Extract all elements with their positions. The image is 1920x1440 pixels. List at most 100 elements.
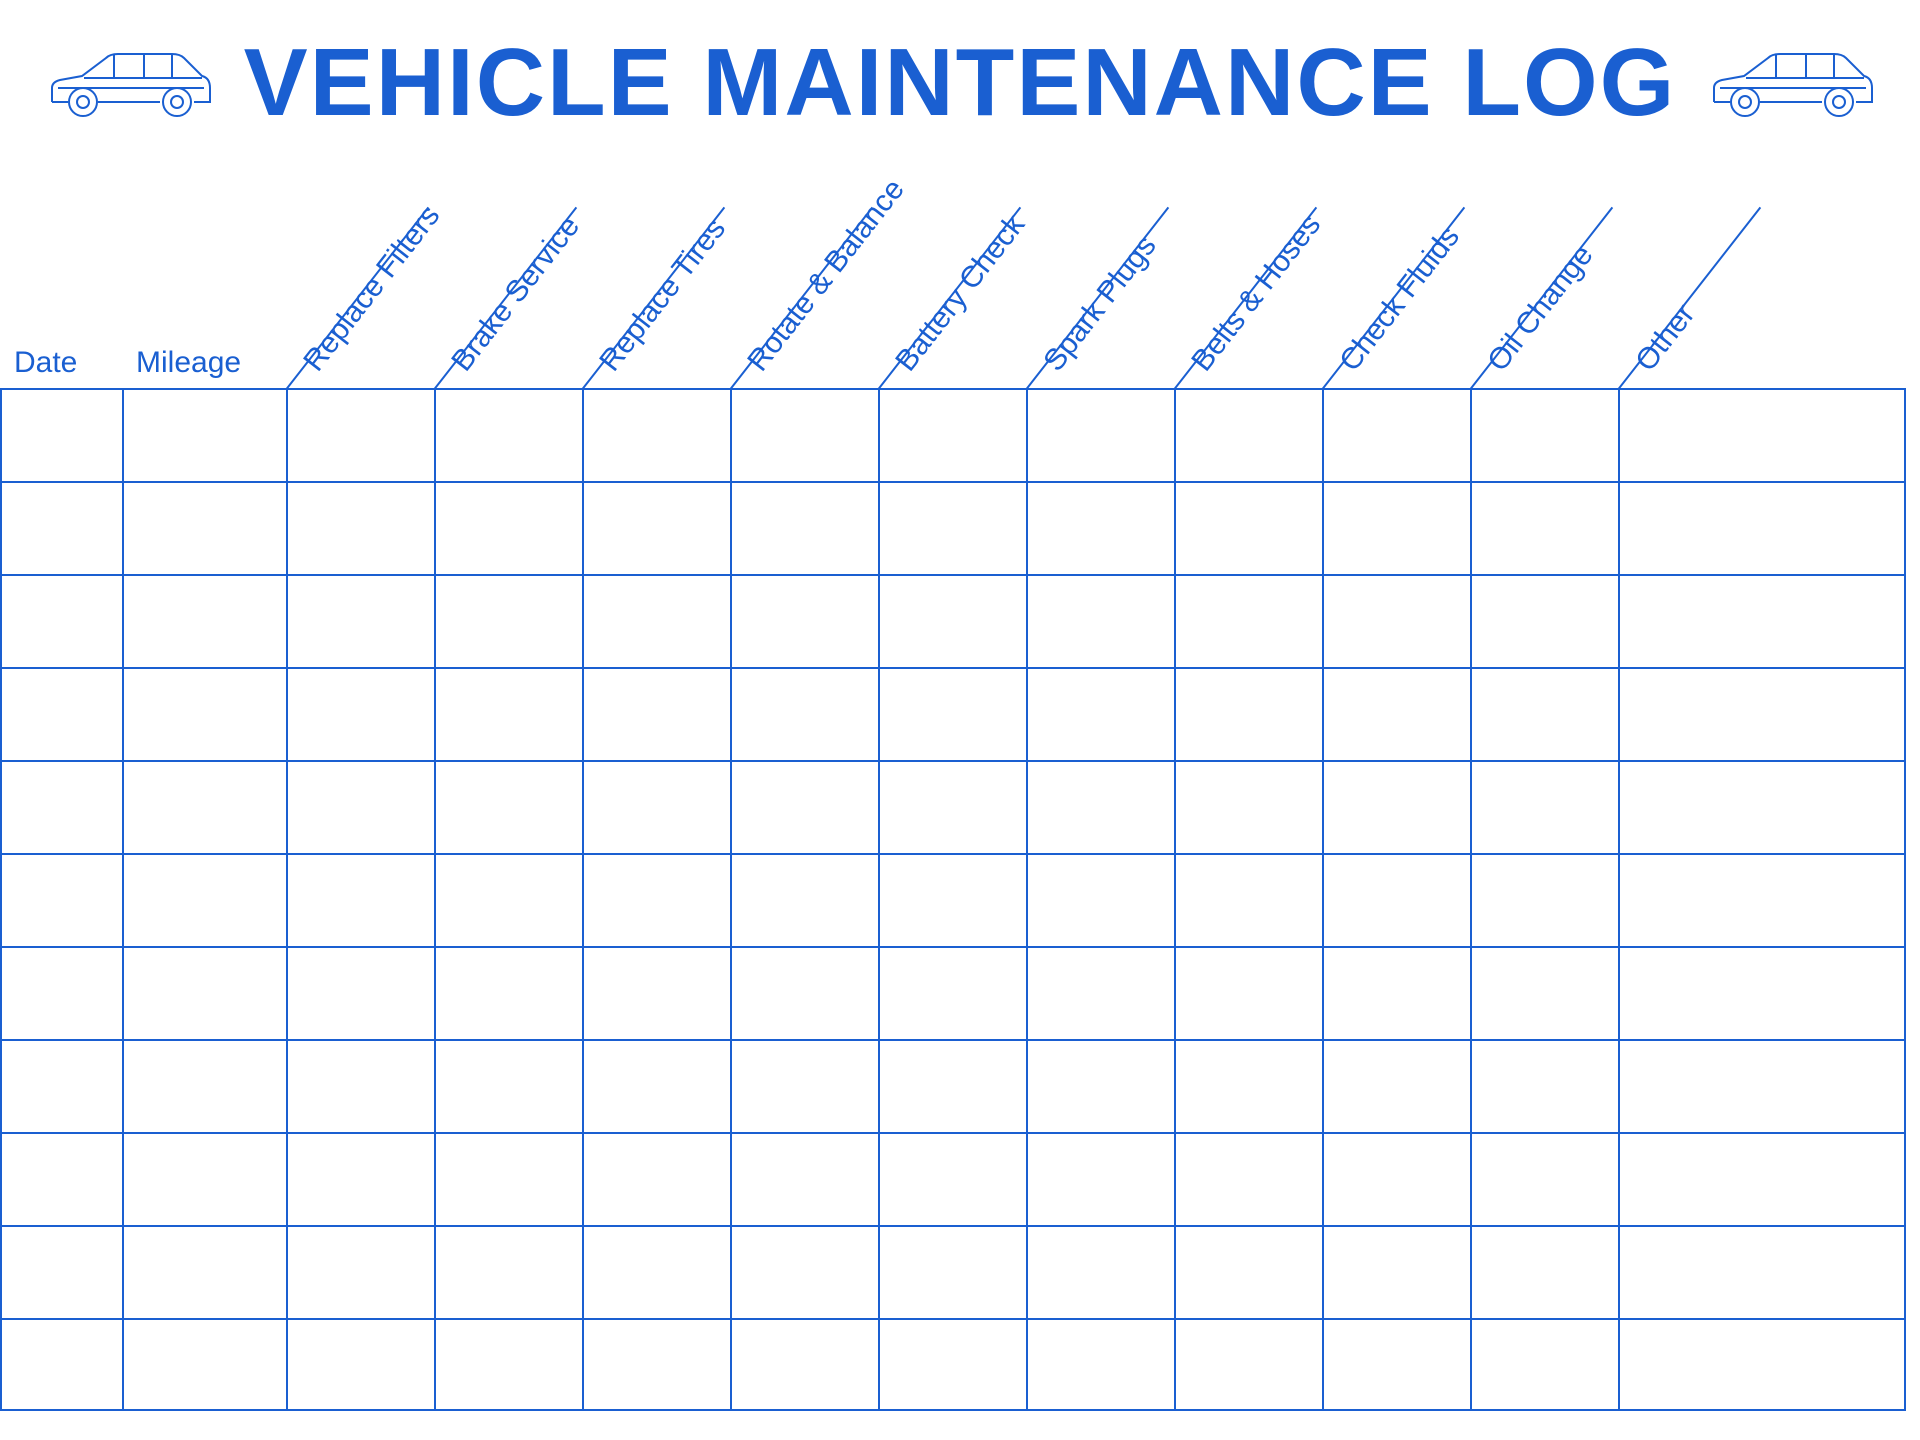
cell-date[interactable] bbox=[0, 1318, 122, 1411]
cell-other[interactable] bbox=[1618, 1132, 1906, 1225]
cell-filters[interactable] bbox=[286, 1132, 434, 1225]
cell-belts[interactable] bbox=[1174, 388, 1322, 481]
cell-brake[interactable] bbox=[434, 853, 582, 946]
cell-brake[interactable] bbox=[434, 946, 582, 1039]
cell-filters[interactable] bbox=[286, 1039, 434, 1132]
cell-belts[interactable] bbox=[1174, 1318, 1322, 1411]
cell-spark[interactable] bbox=[1026, 760, 1174, 853]
cell-brake[interactable] bbox=[434, 1318, 582, 1411]
cell-belts[interactable] bbox=[1174, 853, 1322, 946]
cell-filters[interactable] bbox=[286, 388, 434, 481]
cell-tires[interactable] bbox=[582, 667, 730, 760]
cell-oil[interactable] bbox=[1470, 574, 1618, 667]
cell-mileage[interactable] bbox=[122, 481, 268, 574]
cell-other[interactable] bbox=[1618, 1318, 1906, 1411]
cell-fluids[interactable] bbox=[1322, 1318, 1470, 1411]
cell-other[interactable] bbox=[1618, 853, 1906, 946]
cell-spark[interactable] bbox=[1026, 574, 1174, 667]
cell-tires[interactable] bbox=[582, 760, 730, 853]
cell-tires[interactable] bbox=[582, 853, 730, 946]
cell-rotate[interactable] bbox=[730, 388, 878, 481]
cell-oil[interactable] bbox=[1470, 667, 1618, 760]
cell-belts[interactable] bbox=[1174, 1132, 1322, 1225]
cell-oil[interactable] bbox=[1470, 481, 1618, 574]
cell-fluids[interactable] bbox=[1322, 1225, 1470, 1318]
cell-filters[interactable] bbox=[286, 1318, 434, 1411]
cell-spark[interactable] bbox=[1026, 1318, 1174, 1411]
cell-fluids[interactable] bbox=[1322, 667, 1470, 760]
cell-battery[interactable] bbox=[878, 1225, 1026, 1318]
cell-gap[interactable] bbox=[268, 853, 286, 946]
cell-gap[interactable] bbox=[268, 667, 286, 760]
cell-fluids[interactable] bbox=[1322, 1039, 1470, 1132]
cell-date[interactable] bbox=[0, 574, 122, 667]
cell-oil[interactable] bbox=[1470, 1318, 1618, 1411]
cell-oil[interactable] bbox=[1470, 1132, 1618, 1225]
cell-rotate[interactable] bbox=[730, 1318, 878, 1411]
cell-rotate[interactable] bbox=[730, 853, 878, 946]
cell-mileage[interactable] bbox=[122, 946, 268, 1039]
cell-belts[interactable] bbox=[1174, 946, 1322, 1039]
cell-date[interactable] bbox=[0, 946, 122, 1039]
cell-battery[interactable] bbox=[878, 853, 1026, 946]
cell-mileage[interactable] bbox=[122, 1225, 268, 1318]
cell-belts[interactable] bbox=[1174, 574, 1322, 667]
cell-tires[interactable] bbox=[582, 1225, 730, 1318]
cell-gap[interactable] bbox=[268, 1132, 286, 1225]
cell-filters[interactable] bbox=[286, 481, 434, 574]
cell-oil[interactable] bbox=[1470, 760, 1618, 853]
cell-filters[interactable] bbox=[286, 760, 434, 853]
cell-date[interactable] bbox=[0, 388, 122, 481]
cell-other[interactable] bbox=[1618, 481, 1906, 574]
cell-other[interactable] bbox=[1618, 760, 1906, 853]
cell-belts[interactable] bbox=[1174, 667, 1322, 760]
cell-tires[interactable] bbox=[582, 1318, 730, 1411]
cell-spark[interactable] bbox=[1026, 1225, 1174, 1318]
cell-oil[interactable] bbox=[1470, 1225, 1618, 1318]
cell-brake[interactable] bbox=[434, 667, 582, 760]
cell-spark[interactable] bbox=[1026, 853, 1174, 946]
cell-gap[interactable] bbox=[268, 1225, 286, 1318]
cell-other[interactable] bbox=[1618, 946, 1906, 1039]
cell-filters[interactable] bbox=[286, 667, 434, 760]
cell-battery[interactable] bbox=[878, 481, 1026, 574]
cell-mileage[interactable] bbox=[122, 1132, 268, 1225]
cell-date[interactable] bbox=[0, 481, 122, 574]
cell-battery[interactable] bbox=[878, 1039, 1026, 1132]
cell-rotate[interactable] bbox=[730, 481, 878, 574]
cell-filters[interactable] bbox=[286, 574, 434, 667]
cell-belts[interactable] bbox=[1174, 1225, 1322, 1318]
cell-rotate[interactable] bbox=[730, 760, 878, 853]
cell-mileage[interactable] bbox=[122, 853, 268, 946]
cell-fluids[interactable] bbox=[1322, 946, 1470, 1039]
cell-other[interactable] bbox=[1618, 388, 1906, 481]
cell-gap[interactable] bbox=[268, 1318, 286, 1411]
cell-rotate[interactable] bbox=[730, 1132, 878, 1225]
cell-battery[interactable] bbox=[878, 574, 1026, 667]
cell-other[interactable] bbox=[1618, 574, 1906, 667]
cell-filters[interactable] bbox=[286, 1225, 434, 1318]
cell-battery[interactable] bbox=[878, 946, 1026, 1039]
cell-date[interactable] bbox=[0, 853, 122, 946]
cell-battery[interactable] bbox=[878, 1318, 1026, 1411]
cell-brake[interactable] bbox=[434, 574, 582, 667]
cell-rotate[interactable] bbox=[730, 667, 878, 760]
cell-tires[interactable] bbox=[582, 481, 730, 574]
cell-mileage[interactable] bbox=[122, 1318, 268, 1411]
cell-mileage[interactable] bbox=[122, 388, 268, 481]
cell-fluids[interactable] bbox=[1322, 574, 1470, 667]
cell-brake[interactable] bbox=[434, 1225, 582, 1318]
cell-belts[interactable] bbox=[1174, 1039, 1322, 1132]
cell-date[interactable] bbox=[0, 1225, 122, 1318]
cell-belts[interactable] bbox=[1174, 760, 1322, 853]
cell-rotate[interactable] bbox=[730, 574, 878, 667]
cell-battery[interactable] bbox=[878, 388, 1026, 481]
cell-brake[interactable] bbox=[434, 388, 582, 481]
cell-date[interactable] bbox=[0, 1039, 122, 1132]
cell-spark[interactable] bbox=[1026, 481, 1174, 574]
cell-oil[interactable] bbox=[1470, 853, 1618, 946]
cell-other[interactable] bbox=[1618, 667, 1906, 760]
cell-tires[interactable] bbox=[582, 574, 730, 667]
cell-mileage[interactable] bbox=[122, 1039, 268, 1132]
cell-battery[interactable] bbox=[878, 760, 1026, 853]
